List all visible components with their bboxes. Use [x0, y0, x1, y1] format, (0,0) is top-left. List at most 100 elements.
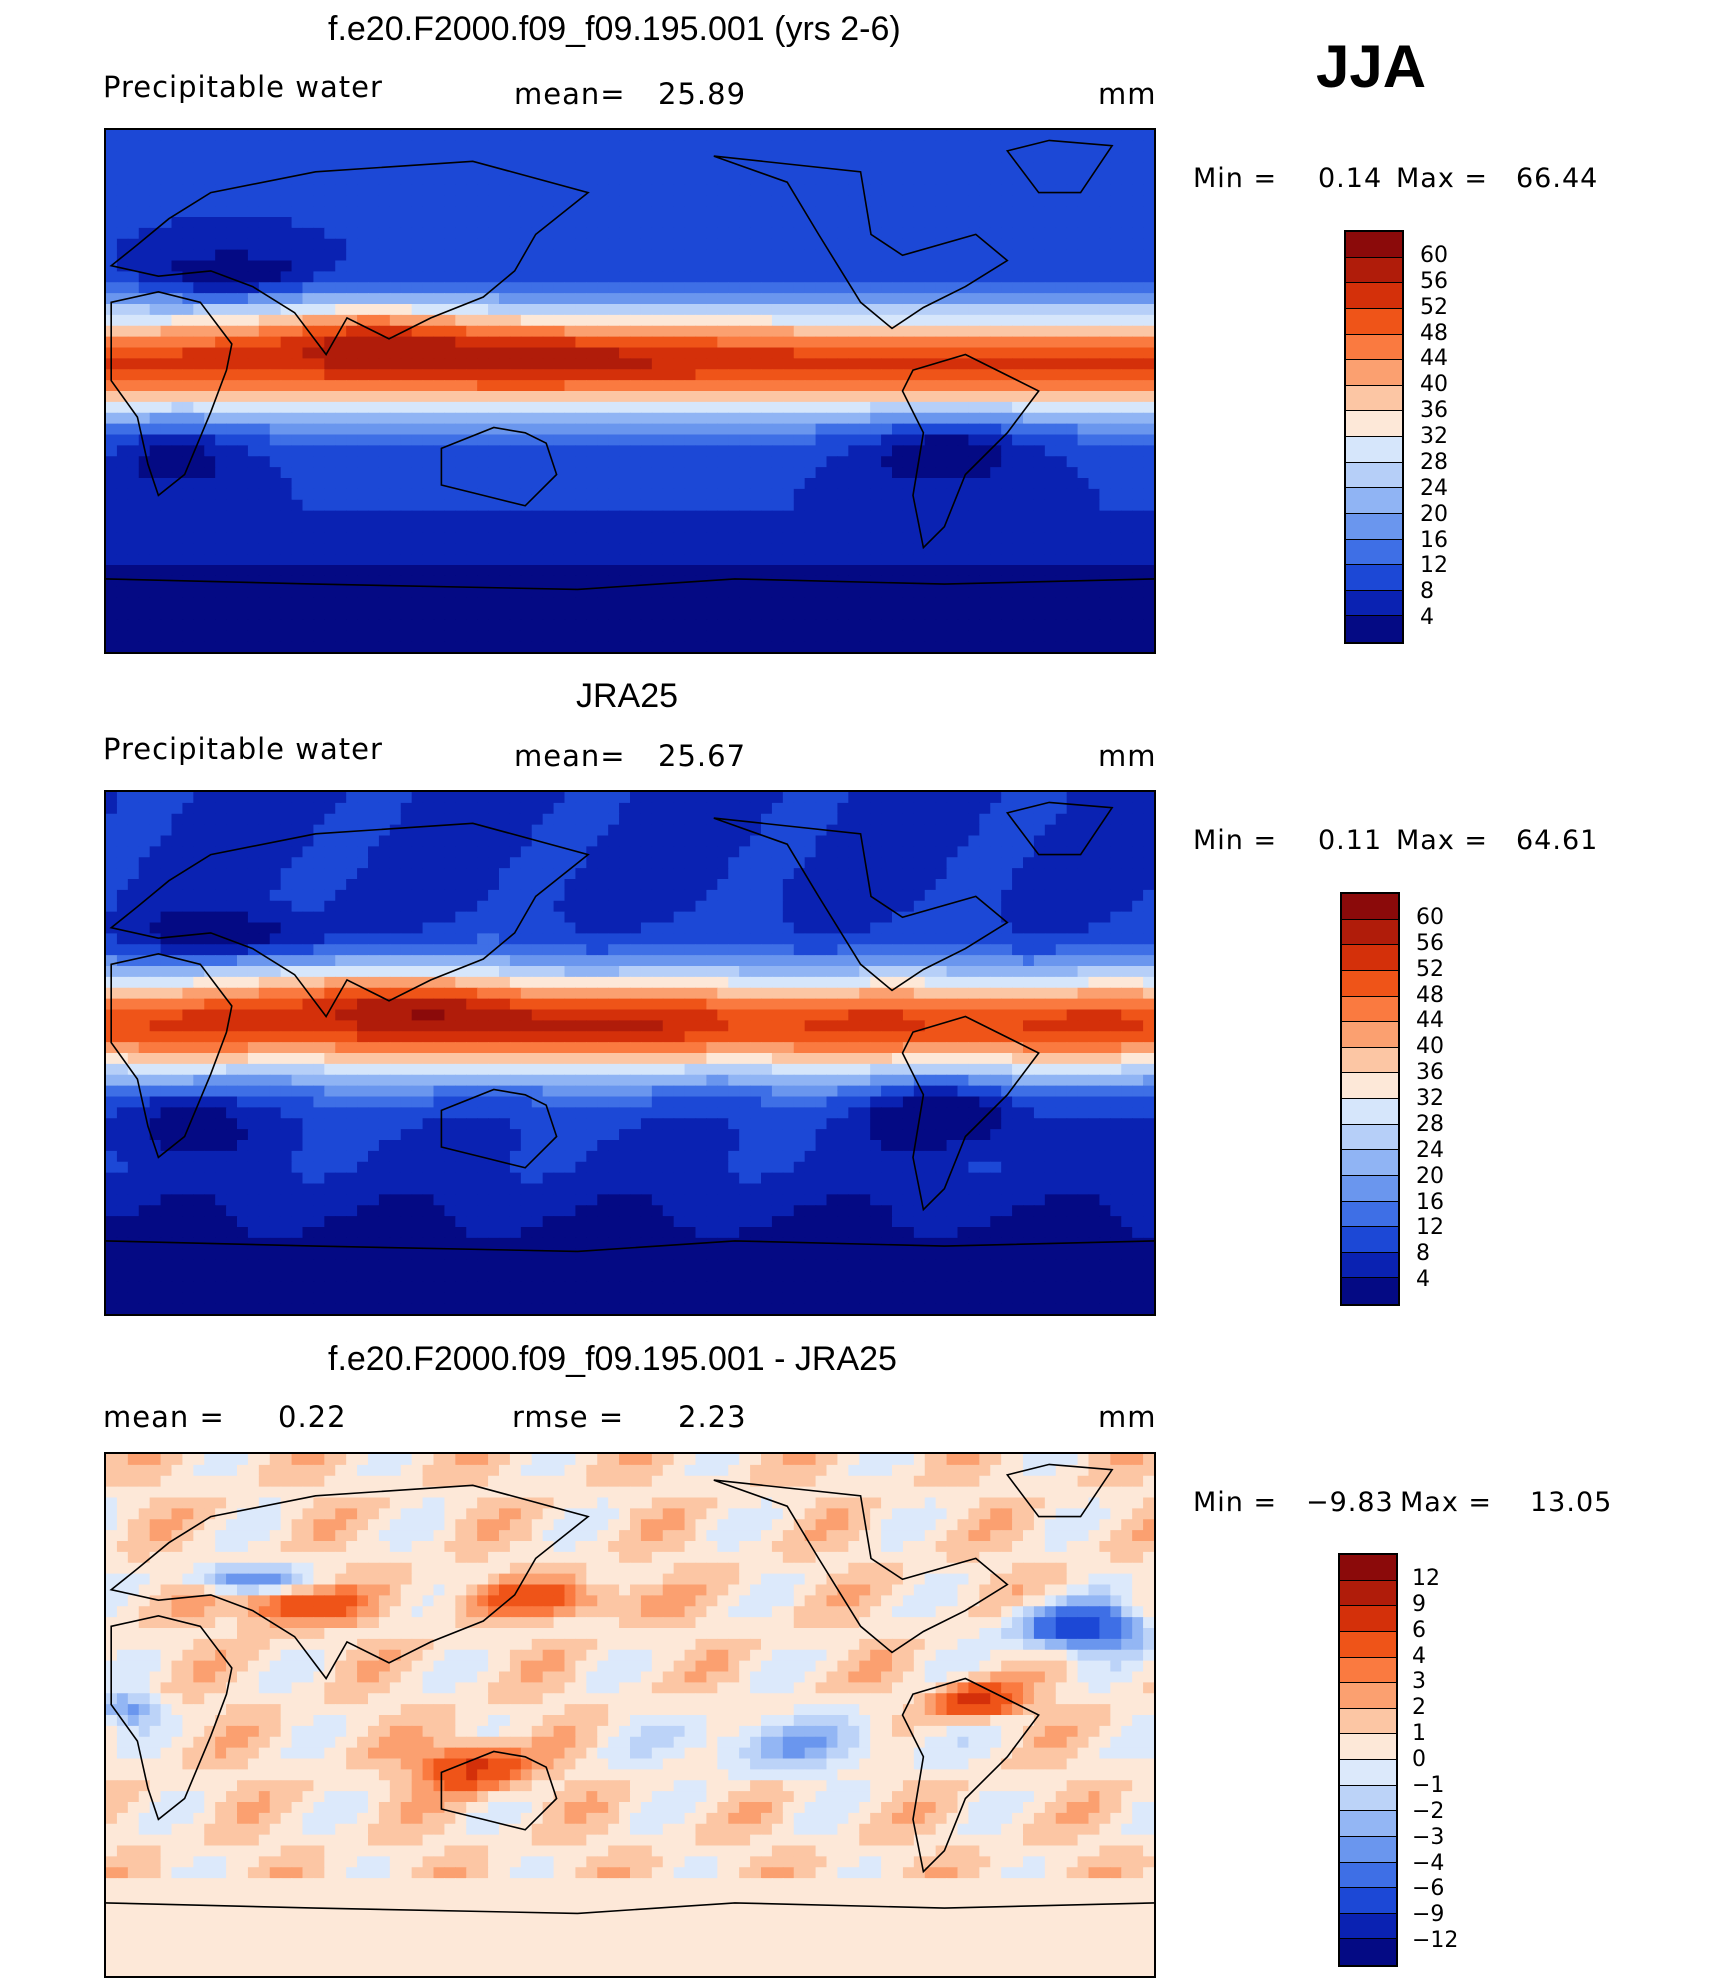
colorbar-tick-label: 24: [1420, 475, 1448, 501]
season-label: JJA: [1316, 33, 1427, 100]
colorbar-swatch: [1342, 1175, 1398, 1202]
panel1-colorbar-labels: 60 56 52 48 44 40 36 32 28 24 20 16 12 8 4: [1420, 230, 1480, 644]
panel1-map: [104, 128, 1156, 654]
colorbar-tick-label: 9: [1412, 1591, 1426, 1617]
panel3-min-label: Min =: [1193, 1487, 1278, 1518]
colorbar-swatch: [1342, 1124, 1398, 1151]
colorbar-swatch: [1346, 488, 1402, 514]
colorbar-swatch: [1346, 539, 1402, 566]
coastline: [440, 1750, 558, 1831]
panel3-rmse-value: 2.23: [678, 1400, 747, 1434]
panel1-min-value: 0.14: [1318, 163, 1383, 194]
colorbar-swatch: [1342, 919, 1398, 946]
coastline: [106, 578, 1154, 591]
colorbar-swatch: [1342, 1047, 1398, 1074]
colorbar-tick-label: 48: [1420, 320, 1448, 346]
colorbar-tick-label: 20: [1416, 1163, 1444, 1189]
colorbar-tick-label: 52: [1416, 956, 1444, 982]
colorbar-swatch: [1342, 1252, 1398, 1279]
panel2-min-value: 0.11: [1318, 825, 1383, 856]
colorbar-swatch: [1340, 1836, 1396, 1863]
coastline: [110, 290, 233, 497]
colorbar-swatch: [1346, 308, 1402, 335]
panel2-min-label: Min =: [1193, 825, 1278, 856]
colorbar-tick-label: −9: [1412, 1902, 1445, 1928]
colorbar-tick-label: 8: [1420, 579, 1434, 605]
coastline: [1005, 1463, 1114, 1518]
panel3-colorbar: [1338, 1553, 1398, 1967]
panel1-min-label: Min =: [1193, 163, 1278, 194]
colorbar-swatch: [1346, 283, 1402, 309]
panel3-map: [104, 1452, 1156, 1978]
panel2-max-value: 64.61: [1516, 825, 1599, 856]
colorbar-tick-label: 12: [1412, 1565, 1440, 1591]
panel3-mean-label: mean =: [103, 1400, 225, 1434]
colorbar-tick-label: 6: [1412, 1617, 1426, 1643]
colorbar-swatch: [1340, 1760, 1396, 1786]
colorbar-tick-label: 40: [1416, 1034, 1444, 1060]
panel1-mean-value: 25.89: [658, 77, 747, 111]
panel2-map: [104, 790, 1156, 1316]
colorbar-swatch: [1342, 1278, 1398, 1304]
coastline: [440, 1088, 558, 1169]
colorbar-swatch: [1342, 1227, 1398, 1253]
coastline: [713, 155, 1009, 330]
colorbar-swatch: [1346, 590, 1402, 617]
colorbar-tick-label: 16: [1420, 527, 1448, 553]
panel1-colorbar: [1344, 230, 1404, 644]
colorbar-tick-label: −1: [1412, 1772, 1445, 1798]
colorbar-swatch: [1340, 1683, 1396, 1709]
panel2-mean-value: 25.67: [658, 739, 747, 773]
coastline: [713, 1479, 1009, 1654]
colorbar-swatch: [1340, 1580, 1396, 1607]
colorbar-tick-label: 28: [1420, 449, 1448, 475]
colorbar-tick-label: 4: [1416, 1267, 1430, 1293]
map-field: [106, 1454, 1154, 1976]
colorbar-tick-label: 36: [1416, 1060, 1444, 1086]
colorbar-swatch: [1342, 945, 1398, 971]
panel1-title: f.e20.F2000.f09_f09.195.001 (yrs 2-6): [328, 10, 901, 48]
colorbar-swatch: [1346, 360, 1402, 386]
colorbar-swatch: [1340, 1708, 1396, 1735]
coastline: [106, 1240, 1154, 1253]
coastline: [901, 1015, 1040, 1212]
panel2-units: mm: [1098, 739, 1157, 773]
coastline: [901, 353, 1040, 550]
colorbar-tick-label: 32: [1416, 1086, 1444, 1111]
map-field: [106, 130, 1154, 652]
colorbar-tick-label: 60: [1416, 904, 1444, 930]
colorbar-tick-label: −2: [1412, 1798, 1445, 1824]
colorbar-swatch: [1340, 1785, 1396, 1812]
panel2-max-label: Max =: [1396, 825, 1489, 856]
colorbar-tick-label: 2: [1412, 1695, 1426, 1721]
panel3-min-value: −9.83: [1306, 1487, 1394, 1518]
colorbar-swatch: [1346, 616, 1402, 642]
panel3-units: mm: [1098, 1400, 1157, 1434]
colorbar-swatch: [1342, 894, 1398, 920]
coastline: [110, 952, 233, 1159]
colorbar-tick-label: 8: [1416, 1241, 1430, 1267]
colorbar-tick-label: 52: [1420, 294, 1448, 320]
colorbar-swatch: [1342, 1201, 1398, 1228]
colorbar-swatch: [1342, 970, 1398, 997]
colorbar-swatch: [1340, 1939, 1396, 1965]
panel2-title: JRA25: [576, 677, 679, 715]
panel2-field-label: Precipitable water: [103, 732, 383, 766]
coastline: [106, 1902, 1154, 1915]
colorbar-swatch: [1340, 1913, 1396, 1940]
coastline: [901, 1677, 1040, 1874]
colorbar-tick-label: 4: [1420, 605, 1434, 631]
colorbar-tick-label: 36: [1420, 398, 1448, 424]
panel1-mean-label: mean=: [514, 77, 626, 111]
colorbar-swatch: [1342, 1099, 1398, 1125]
panel1-field-label: Precipitable water: [103, 70, 383, 104]
colorbar-swatch: [1340, 1631, 1396, 1658]
colorbar-tick-label: 12: [1420, 553, 1448, 579]
map-field: [106, 792, 1154, 1314]
colorbar-swatch: [1346, 411, 1402, 437]
panel3-rmse-label: rmse =: [512, 1400, 625, 1434]
colorbar-tick-label: 32: [1420, 424, 1448, 449]
colorbar-tick-label: 1: [1412, 1721, 1426, 1747]
colorbar-swatch: [1342, 1022, 1398, 1048]
panel1-units: mm: [1098, 77, 1157, 111]
